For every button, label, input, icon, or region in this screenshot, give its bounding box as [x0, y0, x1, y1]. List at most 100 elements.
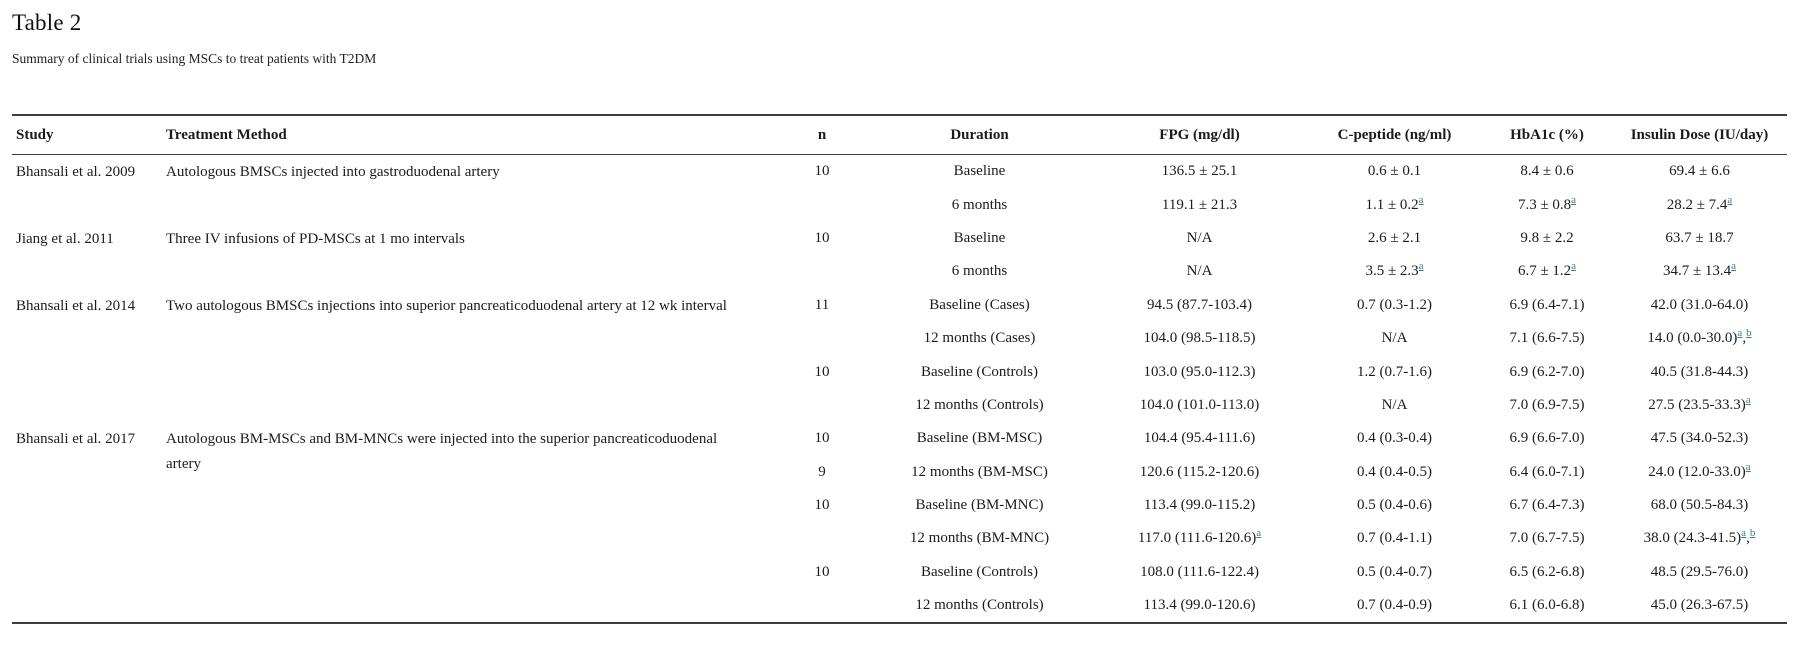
footnote-link-a[interactable]: a: [1745, 460, 1751, 473]
footnote-link-a[interactable]: a: [1571, 193, 1577, 206]
footnote-superscript: a: [1571, 194, 1576, 206]
footnote-superscript: a: [1731, 260, 1736, 272]
cell-n: 10: [814, 497, 830, 514]
table-row: Bhansali et al. 2009 Autologous BMSCs inj…: [12, 155, 1787, 189]
column-header-n: n: [817, 126, 827, 143]
cell-n: 9: [818, 463, 826, 480]
footnote-superscript: a: [1571, 260, 1576, 272]
table-row: Bhansali et al. 2017 Autologous BM-MSCs a…: [12, 422, 1787, 472]
table-row: 9 12 months (BM-MSC) 120.6 (115.2-120.6) 0.…: [12, 456, 1787, 489]
cell-duration: 12 months (Controls): [915, 396, 1044, 413]
treatment-method-cell: Two autologous BMSCs injections into sup…: [162, 289, 777, 423]
cell-insulin: 40.5 (31.8-44.3): [1650, 363, 1749, 380]
study-cell: Bhansali et al. 2014: [16, 297, 136, 314]
cell-duration: Baseline (BM-MNC): [915, 497, 1044, 514]
column-header-hba1c: HbA1c (%): [1510, 126, 1584, 143]
cell-value: 3.5 ± 2.3: [1365, 263, 1419, 280]
cell-insulin: 47.5 (34.0-52.3): [1650, 430, 1749, 447]
table-row: 6 months 119.1 ± 21.3 1.1 ± 0.2a 7.3 ± 0.8a…: [12, 188, 1787, 221]
study-cell: Bhansali et al. 2009: [16, 164, 136, 180]
table-row: 10 Baseline (Controls) 103.0 (95.0-112.3) 1…: [12, 355, 1787, 388]
cell-n: [777, 255, 867, 288]
table-row: Bhansali et al. 2014 Two autologous BMSCs…: [12, 289, 1787, 322]
cell-fpg: 117.0 (111.6-120.6)a: [1092, 522, 1307, 555]
cell-value: 34.7 ± 13.4: [1662, 263, 1732, 280]
cell-fpg: 113.4 (99.0-120.6): [1143, 597, 1256, 614]
footnote-link-a[interactable]: a: [1727, 193, 1733, 206]
cell-n: 10: [814, 163, 830, 180]
cell-duration: 12 months (BM-MNC): [909, 530, 1050, 547]
cell-hba1c: 9.8 ± 2.2: [1520, 229, 1574, 246]
cell-insulin: 63.7 ± 18.7: [1665, 229, 1734, 246]
footnote-link-a[interactable]: a: [1741, 527, 1747, 540]
cell-duration: 12 months (BM-MSC): [911, 463, 1048, 480]
cell-n: [777, 589, 867, 623]
cell-value: 28.2 ± 7.4: [1666, 196, 1728, 213]
footnote-link-a[interactable]: a: [1731, 260, 1737, 273]
cell-insulin: 45.0 (26.3-67.5): [1650, 597, 1749, 614]
cell-duration: Baseline (Cases): [929, 296, 1030, 313]
cell-value: 14.0 (0.0-30.0): [1647, 330, 1738, 347]
footnote-link-a[interactable]: a: [1737, 327, 1743, 340]
cell-cpeptide: 2.6 ± 2.1: [1367, 229, 1422, 246]
cell-n: [777, 188, 867, 221]
cell-hba1c: 6.9 (6.4-7.1): [1509, 296, 1585, 313]
cell-duration: 12 months (Controls): [915, 597, 1044, 614]
cell-duration: Baseline: [953, 229, 1006, 246]
cell-insulin: 69.4 ± 6.6: [1669, 163, 1730, 180]
cell-hba1c: 6.4 (6.0-7.1): [1509, 463, 1585, 480]
cell-insulin: 38.0 (24.3-41.5)a,b: [1643, 527, 1756, 547]
table-row: Jiang et al. 2011 Three IV infusions of P…: [12, 222, 1787, 255]
cell-hba1c: 6.5 (6.2-6.8): [1509, 563, 1585, 580]
treatment-method-text: Two autologous BMSCs injections into sup…: [166, 297, 727, 314]
footnote-link-a[interactable]: a: [1745, 393, 1751, 406]
table-row: 10 Baseline (BM-MNC) 113.4 (99.0-115.2) 0.5…: [12, 489, 1787, 522]
footnote-link-b[interactable]: b: [1749, 527, 1756, 540]
cell-value: 27.5 (23.5-33.3): [1648, 396, 1746, 413]
table-figure: Table 2 Summary of clinical trials using…: [12, 10, 1787, 625]
footnote-superscript: a: [1419, 194, 1424, 206]
cell-n: 10: [814, 363, 830, 380]
cell-fpg: 103.0 (95.0-112.3): [1143, 363, 1256, 380]
footnote-superscript: a: [1746, 461, 1751, 473]
table-row: 12 months (Controls) 113.4 (99.0-120.6) 0.…: [12, 589, 1787, 623]
cell-duration: Baseline: [953, 163, 1006, 180]
cell-cpeptide: 1.2 (0.7-1.6): [1357, 363, 1432, 380]
footnote-link-a[interactable]: a: [1418, 260, 1424, 273]
cell-hba1c: 7.0 (6.9-7.5): [1509, 396, 1585, 413]
cell-cpeptide: 0.5 (0.4-0.7): [1357, 563, 1432, 580]
cell-cpeptide: 0.5 (0.4-0.6): [1357, 497, 1432, 514]
footnote-link-a[interactable]: a: [1418, 193, 1424, 206]
study-cell: Bhansali et al. 2017: [16, 431, 136, 448]
cell-duration: Baseline (BM-MSC): [916, 430, 1043, 447]
cell-hba1c: 6.7 ± 1.2a: [1482, 255, 1612, 288]
footnote-link-a[interactable]: a: [1256, 527, 1262, 540]
cell-hba1c: 7.1 (6.6-7.5): [1509, 330, 1585, 347]
cell-value: 1.1 ± 0.2: [1365, 196, 1419, 213]
treatment-method-text: Autologous BM-MSCs and BM-MNCs were inje…: [166, 431, 718, 473]
cell-insulin: 68.0 (50.5-84.3): [1650, 497, 1749, 514]
treatment-method-cell: Autologous BM-MSCs and BM-MNCs were inje…: [162, 422, 777, 623]
table-row: 12 months (Controls) 104.0 (101.0-113.0) N…: [12, 389, 1787, 422]
cell-hba1c: 6.9 (6.2-7.0): [1509, 363, 1585, 380]
cell-fpg: 104.4 (95.4-111.6): [1143, 430, 1256, 447]
footnote-superscript: a: [1727, 194, 1732, 206]
cell-cpeptide: 0.7 (0.4-0.9): [1357, 597, 1432, 614]
cell-insulin: 27.5 (23.5-33.3)a: [1612, 389, 1787, 422]
cell-n: [777, 389, 867, 422]
cell-cpeptide: 1.1 ± 0.2a: [1307, 188, 1482, 221]
cell-insulin: 14.0 (0.0-30.0)a,b: [1647, 327, 1752, 347]
footnote-link-b[interactable]: b: [1746, 327, 1752, 340]
column-header-method: Treatment Method: [166, 126, 287, 143]
footnote-link-a[interactable]: a: [1571, 260, 1577, 273]
footnote-superscript: a: [1737, 327, 1742, 339]
cell-cpeptide: 0.4 (0.4-0.5): [1357, 463, 1432, 480]
cell-insulin: 42.0 (31.0-64.0): [1650, 296, 1749, 313]
cell-cpeptide: 0.6 ± 0.1: [1367, 163, 1422, 180]
cell-n: 10: [814, 430, 830, 447]
cell-fpg: 94.5 (87.7-103.4): [1147, 296, 1252, 313]
clinical-trials-table: Study Treatment Method n Duration FPG (mg/dl…: [12, 114, 1787, 625]
cell-cpeptide: 0.7 (0.3-1.2): [1357, 296, 1432, 313]
column-header-cpeptide: C-peptide (ng/ml): [1337, 126, 1452, 143]
cell-duration: 6 months: [951, 196, 1008, 213]
